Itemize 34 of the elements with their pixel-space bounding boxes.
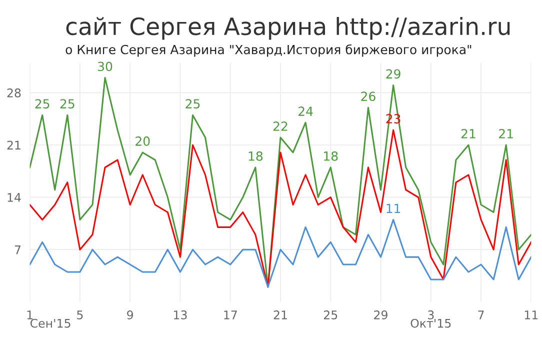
data-label: 30 [98, 62, 112, 72]
x-tick-label: 17 [224, 310, 237, 320]
data-label: 18 [324, 151, 338, 161]
x-tick-label: 7 [478, 310, 484, 320]
x-tick-label: 25 [324, 310, 338, 320]
y-tick-label: 28 [7, 88, 21, 98]
y-tick-label: 14 [8, 193, 21, 202]
data-label: 29 [386, 69, 400, 79]
data-label: 21 [499, 128, 513, 138]
data-label: 21 [461, 128, 476, 138]
data-label: 25 [60, 99, 74, 109]
x-tick-label: 5 [77, 310, 83, 320]
data-label: 18 [248, 151, 263, 161]
data-label: 25 [35, 99, 50, 109]
x-tick-label: 3 [428, 310, 434, 320]
x-tick-label: 9 [127, 310, 134, 320]
x-tick-label: 29 [374, 310, 388, 320]
y-tick-label: 21 [7, 140, 20, 150]
text: Сен'15 [30, 318, 70, 328]
x-tick-label: 1 [27, 310, 32, 320]
x-tick-label: 21 [274, 310, 287, 320]
x-tick-label: 13 [174, 310, 187, 320]
data-label: 26 [361, 92, 376, 102]
line-series [30, 218, 532, 288]
data-label: 20 [136, 136, 150, 146]
chart-subtitle: о Книге Сергея Азарина "Хавард.История биржевого игрока" [66, 44, 472, 57]
data-label: 25 [186, 99, 200, 109]
data-label: 22 [273, 121, 288, 131]
data-label: 11 [386, 204, 400, 213]
data-label: 24 [298, 106, 313, 116]
chart-title: сайт Сергея Азарина http://azarin.ru [66, 16, 510, 40]
y-tick-label: 7 [14, 245, 20, 254]
x-tick-label: 11 [524, 310, 538, 320]
text: Окт'15 [410, 318, 451, 328]
